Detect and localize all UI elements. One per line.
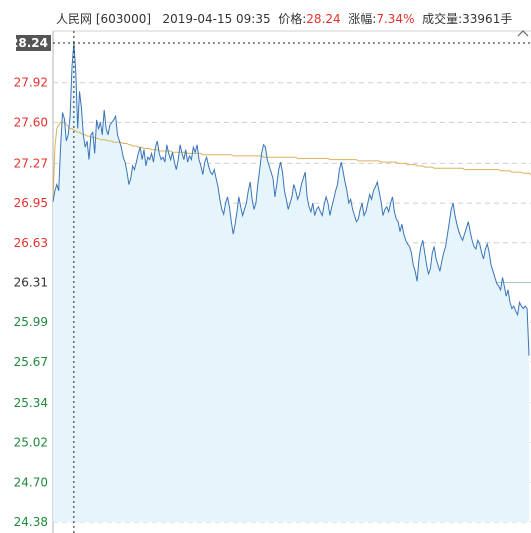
crosshair — [53, 31, 531, 533]
chart-header: 人民网 [603000] 2019-04-15 09:35 价格:28.24 涨… — [56, 10, 512, 27]
change-label: 涨幅: — [348, 12, 377, 26]
current-price-tag: 28.24 — [10, 36, 48, 50]
y-tick-label: 24.70 — [14, 475, 48, 489]
y-axis-ticks: 28.24 27.92 27.60 27.27 26.95 26.63 26.31 25.99… — [10, 35, 51, 529]
y-tick-label: 25.67 — [14, 355, 48, 369]
y-tick-label: 26.63 — [14, 236, 48, 250]
stock-code: [603000] — [95, 12, 152, 26]
change-value: 7.34% — [376, 12, 415, 26]
timestamp: 2019-04-15 09:35 — [162, 12, 271, 26]
y-tick-label: 26.31 — [14, 276, 48, 290]
current-price-tag-bg — [16, 35, 51, 51]
y-tick-label: 25.34 — [14, 396, 48, 410]
y-tick-label: 27.27 — [14, 156, 48, 170]
price-label: 价格: — [278, 12, 307, 26]
price-value: 28.24 — [306, 12, 341, 26]
volume-label: 成交量: — [422, 12, 463, 26]
stock-name: 人民网 — [56, 12, 93, 26]
volume-value: 33961手 — [462, 12, 513, 26]
price-line — [52, 42, 530, 356]
price-area-fill — [53, 43, 529, 522]
y-tick-label: 27.60 — [14, 115, 48, 129]
y-tick-label: 24.38 — [14, 515, 48, 529]
y-tick-label: 25.99 — [14, 315, 48, 329]
y-tick-label: 26.95 — [14, 196, 48, 210]
y-tick-label: 27.92 — [14, 76, 48, 90]
average-price-line — [52, 121, 531, 202]
chevron-up-icon[interactable] — [517, 30, 529, 37]
y-tick-label: 25.02 — [14, 436, 48, 450]
